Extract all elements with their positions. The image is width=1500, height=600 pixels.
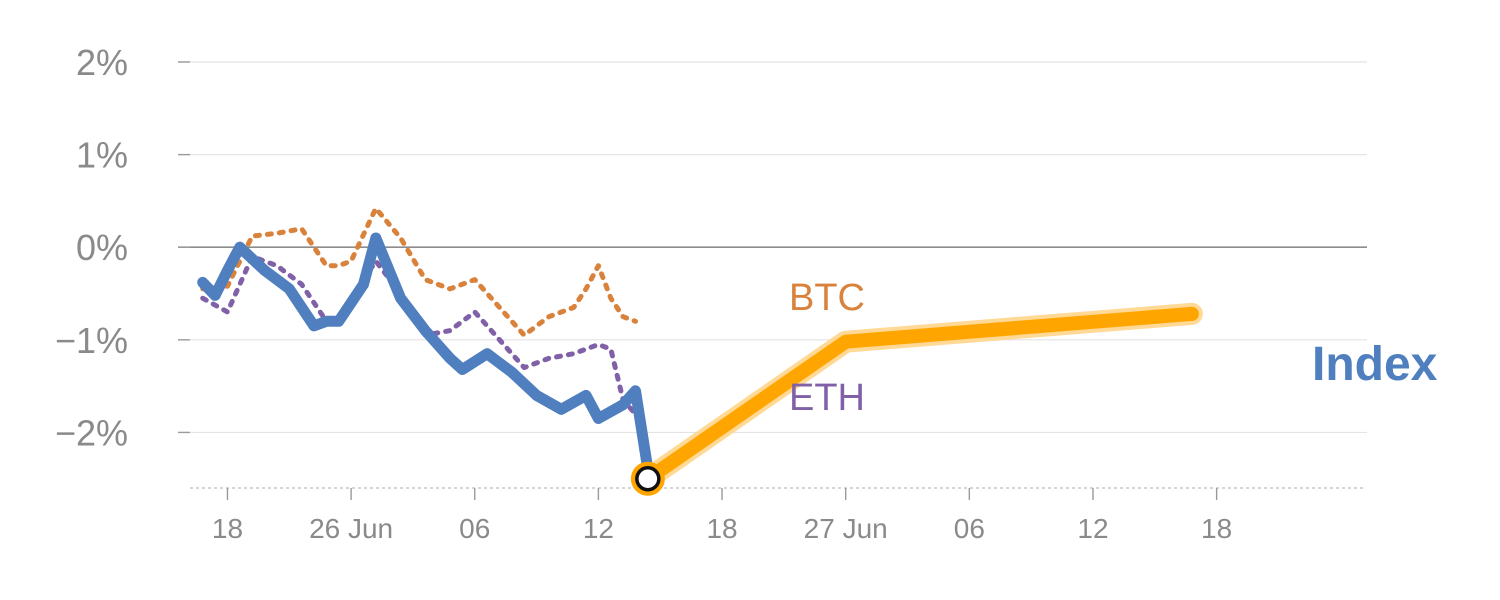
y-tick-label: −2% xyxy=(55,412,128,453)
x-tick-label: 18 xyxy=(212,513,243,544)
current-point-marker xyxy=(635,465,661,492)
x-tick-label: 06 xyxy=(459,513,490,544)
btc-series-line xyxy=(200,205,638,338)
index-projection-line xyxy=(640,306,1199,486)
x-tick-label: 26 Jun xyxy=(309,513,393,544)
y-tick-label: 2% xyxy=(76,42,128,83)
x-tick-label: 27 Jun xyxy=(804,513,888,544)
x-tick-label: 18 xyxy=(706,513,737,544)
x-tick-label: 12 xyxy=(1077,513,1108,544)
x-tick-label: 18 xyxy=(1201,513,1232,544)
y-tick-label: 1% xyxy=(76,135,128,176)
y-tick-label: −1% xyxy=(55,320,128,361)
eth-series-label: ETH xyxy=(789,377,865,419)
btc-series-label: BTC xyxy=(789,277,865,319)
eth-series-line xyxy=(200,254,638,417)
series-labels: BTC ETH Index xyxy=(789,277,1438,419)
x-tick-label: 06 xyxy=(954,513,985,544)
y-axis: 2% 1% 0% −1% −2% xyxy=(55,42,190,453)
index-series-label: Index xyxy=(1312,338,1438,391)
chart-series xyxy=(197,205,1203,496)
y-tick-label: 0% xyxy=(76,227,128,268)
x-axis: 18 26 Jun 06 12 18 27 Jun 06 12 18 xyxy=(190,487,1365,544)
index-series-line xyxy=(197,232,654,475)
x-tick-label: 12 xyxy=(583,513,614,544)
